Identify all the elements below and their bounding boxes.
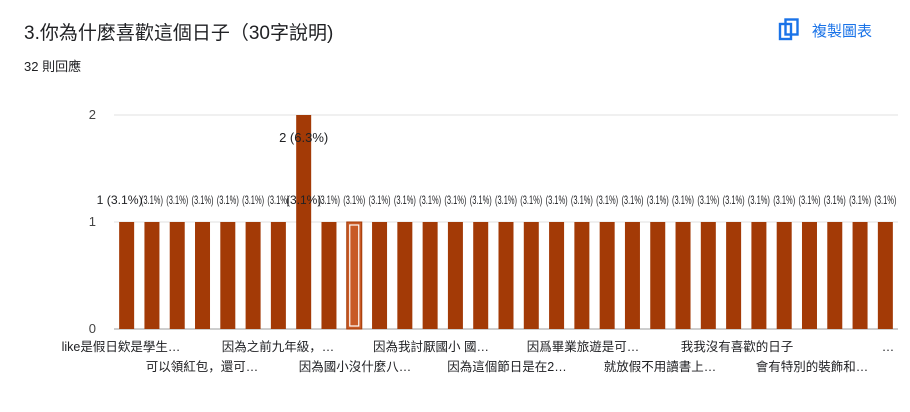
bar — [700, 222, 716, 329]
data-label: (3.1%) — [141, 193, 163, 207]
bar — [877, 222, 893, 329]
data-label: (3.1%) — [166, 193, 188, 207]
bar — [726, 222, 742, 329]
bar — [852, 222, 868, 329]
x-tick-label: 因爲畢業旅遊是可… — [527, 339, 640, 354]
bar — [447, 222, 463, 329]
data-label-upper: (3.1%) — [286, 193, 321, 207]
bar — [119, 222, 135, 329]
copy-chart-button[interactable]: 複製圖表 — [778, 14, 872, 46]
bar — [372, 222, 388, 329]
x-tick-label: 因為這個節日是在2… — [447, 359, 566, 374]
bar — [751, 222, 767, 329]
x-tick-label: like是假日欸是學生… — [62, 340, 181, 354]
y-tick-label: 1 — [89, 214, 96, 229]
data-label: (3.1%) — [647, 193, 669, 207]
data-label: 1 (3.1%) — [97, 193, 143, 207]
bar — [397, 222, 413, 329]
data-label: (3.1%) — [318, 193, 340, 207]
data-label: (3.1%) — [621, 193, 643, 207]
data-label: (3.1%) — [520, 193, 542, 207]
bar — [574, 222, 590, 329]
x-tick-label: 因為國小沒什麼八… — [299, 359, 412, 374]
bar — [169, 222, 185, 329]
bar — [776, 222, 792, 329]
data-label: (3.1%) — [748, 193, 770, 207]
y-tick-label: 2 — [89, 107, 96, 122]
data-label: (3.1%) — [267, 193, 289, 207]
bar — [498, 222, 514, 329]
bar — [827, 222, 843, 329]
bar — [245, 222, 261, 329]
page-title: 3.你為什麼喜歡這個日子（30字說明) — [24, 23, 334, 44]
bar — [599, 222, 615, 329]
data-label: (3.1%) — [495, 193, 517, 207]
bar — [549, 222, 565, 329]
bar — [346, 221, 363, 330]
bar — [650, 222, 666, 329]
y-tick-label: 0 — [89, 321, 96, 336]
data-label: (3.1%) — [874, 193, 896, 207]
bar — [422, 222, 438, 329]
response-count: 32 則回應 — [24, 59, 82, 74]
data-label: (3.1%) — [571, 193, 593, 207]
x-tick-label: 就放假不用讀書上… — [604, 359, 717, 374]
data-label: (3.1%) — [444, 193, 466, 207]
x-tick-label: … — [882, 340, 895, 354]
data-label: (3.1%) — [192, 193, 214, 207]
data-label: (3.1%) — [419, 193, 441, 207]
x-tick-label: 因為我討厭國小 國… — [373, 339, 489, 354]
bar — [220, 222, 236, 329]
data-label: (3.1%) — [217, 193, 239, 207]
bar — [296, 115, 312, 329]
data-label: (3.1%) — [723, 193, 745, 207]
data-label: (3.1%) — [773, 193, 795, 207]
bar — [270, 222, 286, 329]
x-tick-label: 因為之前九年級，… — [222, 339, 335, 354]
copy-icon — [778, 18, 800, 42]
data-label: (3.1%) — [470, 193, 492, 207]
x-tick-label: 我我沒有喜歡的日子 — [681, 339, 794, 354]
bar — [675, 222, 691, 329]
data-label: (3.1%) — [343, 193, 365, 207]
bar — [801, 222, 817, 329]
data-label: (3.1%) — [546, 193, 568, 207]
data-label: 2 (6.3%) — [279, 130, 328, 145]
bar — [473, 222, 489, 329]
data-label: (3.1%) — [672, 193, 694, 207]
x-tick-label: 會有特別的裝飾和… — [756, 359, 869, 374]
bar — [321, 222, 337, 329]
data-label: (3.1%) — [798, 193, 820, 207]
data-label: (3.1%) — [596, 193, 618, 207]
bar — [144, 222, 160, 329]
copy-chart-label: 複製圖表 — [812, 22, 873, 40]
bar-highlight-outline — [349, 224, 360, 327]
x-tick-label: 可以領紅包，還可… — [146, 359, 259, 374]
bar — [624, 222, 640, 329]
data-label: (3.1%) — [394, 193, 416, 207]
data-label: (3.1%) — [369, 193, 391, 207]
data-label: (3.1%) — [824, 193, 846, 207]
bar — [195, 222, 211, 329]
data-label: (3.1%) — [849, 193, 871, 207]
bar — [523, 222, 539, 329]
data-label: (3.1%) — [697, 193, 719, 207]
data-label: (3.1%) — [242, 193, 264, 207]
